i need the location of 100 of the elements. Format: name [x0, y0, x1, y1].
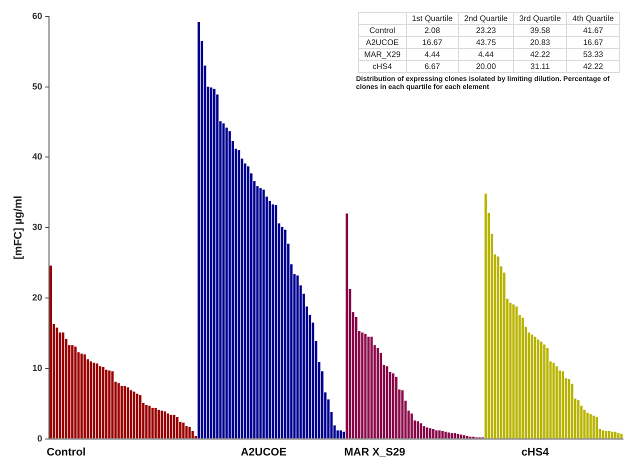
annotation: 53.33 — [566, 48, 620, 60]
bar — [611, 432, 614, 438]
annotation: 4.44 — [458, 48, 514, 60]
bar — [268, 200, 271, 438]
bar — [176, 416, 178, 438]
bar — [170, 414, 172, 438]
annotation: 2.08 — [406, 24, 458, 36]
bar — [432, 428, 434, 438]
annotation: 43.75 — [458, 36, 514, 48]
annotation: Control — [358, 24, 406, 36]
bar — [416, 421, 420, 438]
annotation: cHS4 — [358, 60, 406, 72]
bar — [376, 348, 379, 438]
bar — [105, 370, 108, 438]
bar — [401, 390, 404, 438]
annotation: 42.22 — [514, 48, 567, 60]
bar — [228, 131, 231, 438]
bar — [98, 366, 102, 438]
bar — [71, 345, 74, 438]
annotation: 4.44 — [406, 48, 458, 60]
bar — [262, 190, 265, 438]
bar — [543, 344, 546, 438]
bar — [246, 166, 250, 438]
bar — [284, 230, 286, 438]
bar — [496, 256, 500, 438]
bar — [80, 354, 83, 438]
annotation: 16.67 — [566, 36, 620, 48]
bar — [50, 266, 52, 438]
bar — [484, 194, 487, 438]
annotation: 2nd Quartile — [458, 12, 514, 24]
bar — [515, 306, 518, 438]
bar — [198, 22, 200, 438]
bar — [364, 334, 367, 438]
bar — [117, 383, 120, 438]
y-tick-label: 40 — [32, 152, 42, 162]
bar — [111, 371, 114, 438]
bar — [158, 410, 160, 438]
bar — [602, 430, 604, 438]
bar — [454, 433, 456, 438]
bar — [102, 366, 104, 438]
annotation: 16.67 — [406, 36, 458, 48]
annotation: 1st Quartile — [406, 12, 458, 24]
bar — [151, 408, 154, 438]
bar — [462, 435, 466, 438]
bar — [450, 433, 453, 438]
y-tick-label: 50 — [32, 81, 42, 92]
bar — [74, 346, 77, 438]
bar — [617, 433, 620, 438]
bar — [438, 430, 441, 438]
bar — [555, 366, 558, 438]
bar — [428, 428, 432, 438]
annotation: 42.22 — [566, 60, 620, 72]
annotation: 23.23 — [458, 24, 514, 36]
annotation: 39.58 — [514, 24, 567, 36]
bar — [370, 336, 373, 438]
bar — [420, 423, 422, 438]
annotation: 4th Quartile — [566, 12, 620, 24]
bar — [172, 414, 176, 438]
bar — [120, 386, 123, 438]
y-tick-label: 60 — [32, 10, 42, 21]
annotation: 31.11 — [514, 60, 567, 72]
bar — [238, 150, 240, 438]
bar — [272, 204, 274, 438]
bar — [280, 226, 284, 438]
bar — [160, 410, 164, 438]
bar — [540, 342, 542, 438]
bar — [62, 332, 64, 438]
bar — [583, 410, 586, 438]
annotation: A2UCOE — [358, 36, 406, 48]
bar — [164, 411, 166, 438]
bar — [546, 348, 549, 438]
bar — [435, 430, 438, 438]
bar — [213, 88, 216, 438]
bar — [552, 362, 555, 438]
bar — [410, 413, 413, 438]
bar — [139, 395, 142, 438]
bar — [466, 436, 468, 438]
annotation: 20.83 — [514, 36, 567, 48]
bar — [108, 370, 111, 438]
bar — [124, 386, 126, 438]
y-tick-label: 10 — [32, 362, 42, 373]
bar — [558, 370, 561, 438]
bar — [191, 431, 194, 438]
bar — [90, 361, 92, 438]
x-tick-label: A2UCOE — [240, 446, 287, 458]
annotation: 6.67 — [406, 60, 458, 72]
bar — [182, 422, 185, 438]
bar — [361, 332, 364, 438]
bar — [589, 414, 592, 438]
x-tick-label: cHS4 — [521, 446, 550, 458]
bar — [210, 88, 212, 438]
bar — [577, 400, 580, 438]
bar — [274, 205, 278, 438]
bar — [395, 376, 398, 438]
bar — [342, 432, 346, 438]
x-tick-label: Control — [46, 446, 86, 458]
annotation: 20.00 — [458, 60, 514, 72]
bar — [596, 416, 598, 438]
bar — [448, 432, 450, 438]
bar — [126, 387, 130, 438]
